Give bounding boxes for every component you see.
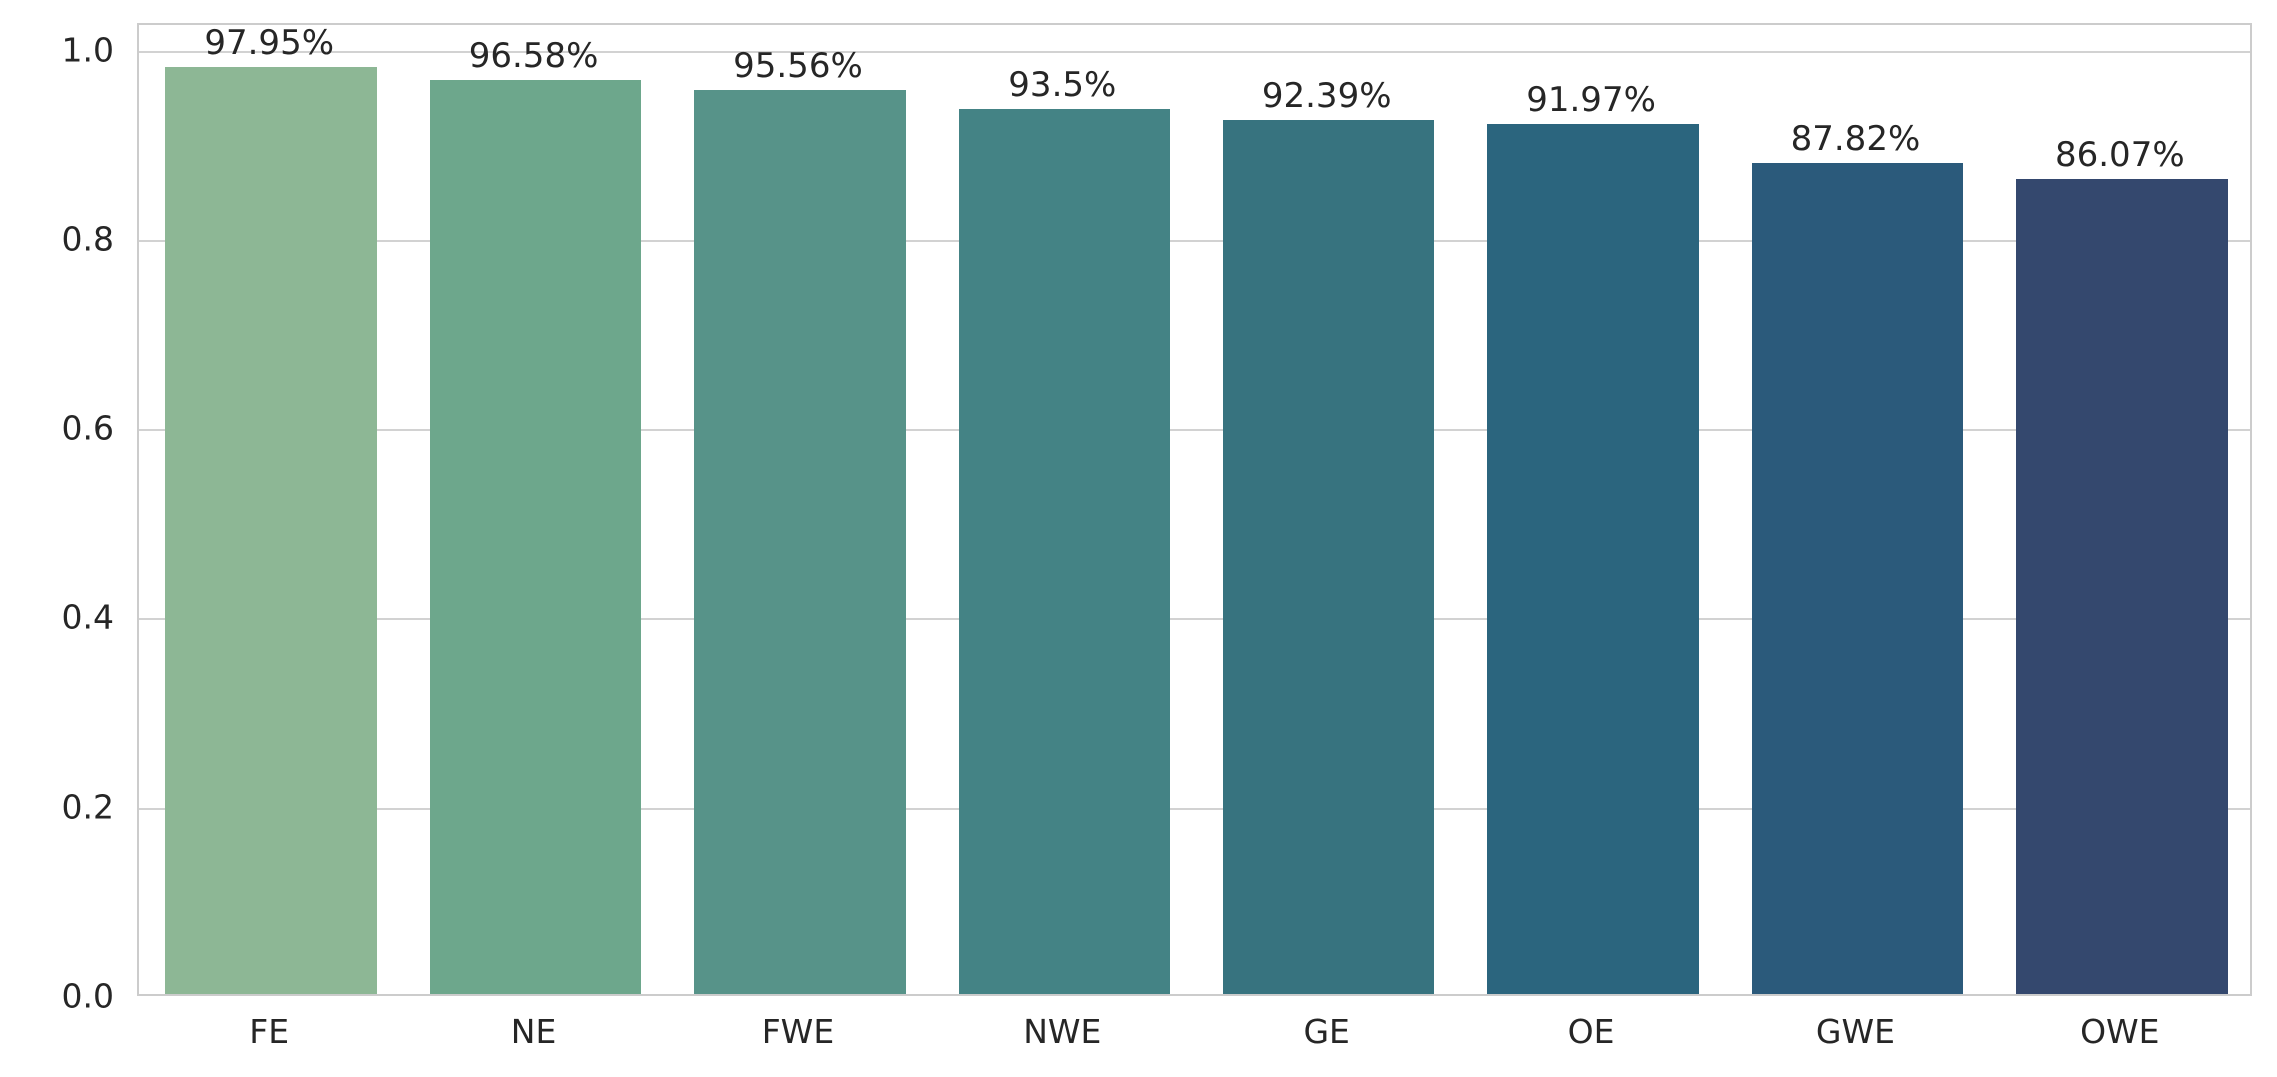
plot-area — [137, 23, 2252, 996]
bar-oe — [1487, 123, 1699, 994]
x-axis-label-fwe: FWE — [761, 1012, 835, 1051]
gridline — [139, 618, 2250, 621]
bar-value-label: 97.95% — [204, 22, 335, 63]
y-axis-tick-label: 0.0 — [61, 976, 114, 1016]
bar-value-label: 95.56% — [733, 45, 863, 86]
y-axis-tick-label: 0.2 — [61, 787, 114, 827]
x-axis-label-owe: OWE — [2080, 1012, 2160, 1051]
bar-value-label: 86.07% — [2054, 135, 2185, 176]
y-axis-tick-label: 0.4 — [61, 597, 114, 637]
gridline — [139, 429, 2250, 432]
y-axis-tick-label: 0.6 — [61, 408, 114, 448]
bar-value-label: 87.82% — [1790, 118, 1921, 159]
bar-ge — [1222, 119, 1435, 994]
x-axis-label-fe: FE — [249, 1012, 290, 1051]
bar-owe — [2016, 179, 2228, 994]
bar-gwe — [1751, 162, 1964, 994]
gridline — [139, 239, 2250, 242]
x-axis-label-gwe: GWE — [1815, 1012, 1895, 1051]
bar-nwe — [958, 109, 1171, 994]
x-axis-label-ge: GE — [1303, 1012, 1350, 1051]
x-axis-label-nwe: NWE — [1023, 1012, 1102, 1051]
bar-value-label: 92.39% — [1261, 75, 1392, 116]
bar-value-label: 96.58% — [468, 35, 599, 76]
x-axis-label-ne: NE — [510, 1012, 557, 1051]
bar-fwe — [694, 89, 906, 994]
bar-ne — [429, 79, 642, 994]
y-axis-tick-label: 0.8 — [61, 219, 114, 259]
x-axis-label-oe: OE — [1567, 1012, 1615, 1051]
bar-fe — [165, 66, 377, 994]
y-axis-tick-label: 1.0 — [61, 30, 114, 69]
bar-value-label: 91.97% — [1526, 79, 1656, 120]
bar-value-label: 93.5% — [1008, 65, 1117, 106]
gridline — [139, 807, 2250, 810]
gridline — [139, 50, 2250, 53]
